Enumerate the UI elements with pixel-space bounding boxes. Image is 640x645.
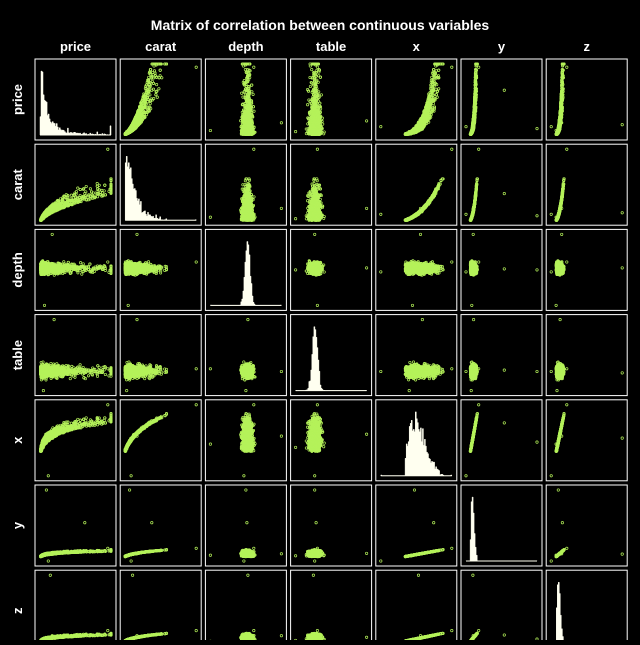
chart-title: Matrix of correlation between continuous… xyxy=(151,17,490,33)
panel-grid xyxy=(35,59,627,640)
